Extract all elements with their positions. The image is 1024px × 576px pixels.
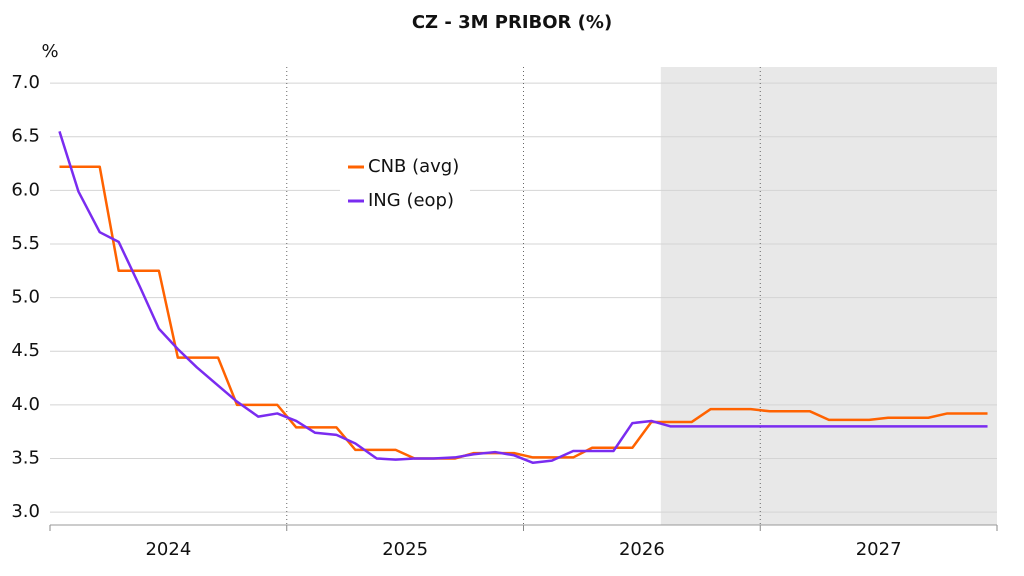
x-tick-label: 2027	[856, 539, 902, 560]
x-tick-label: 2025	[382, 539, 428, 560]
y-tick-label: 5.0	[11, 287, 40, 308]
y-tick-label: 6.5	[11, 126, 40, 147]
x-tick-label: 2024	[145, 539, 191, 560]
line	[59, 165, 988, 460]
chart-title: CZ - 3M PRIBOR (%)	[412, 12, 612, 33]
legend-label: CNB (avg)	[368, 156, 459, 177]
legend: CNB (avg) ING (eop)	[340, 152, 470, 216]
y-tick-label: 3.5	[11, 447, 40, 468]
legend-bg	[340, 152, 470, 216]
y-tick-label: 5.5	[11, 233, 40, 254]
y-tick-label: 4.5	[11, 340, 40, 361]
y-tick-label: 6.0	[11, 179, 40, 200]
forecast-shade	[660, 67, 997, 525]
legend-label: ING (eop)	[368, 190, 454, 211]
y-axis-label: %	[41, 41, 58, 62]
y-tick-label: 7.0	[11, 72, 40, 93]
x-tick-label: 2026	[619, 539, 665, 560]
line	[58, 130, 988, 465]
y-tick-label: 4.0	[11, 394, 40, 415]
y-tick-label: 3.0	[11, 501, 40, 522]
